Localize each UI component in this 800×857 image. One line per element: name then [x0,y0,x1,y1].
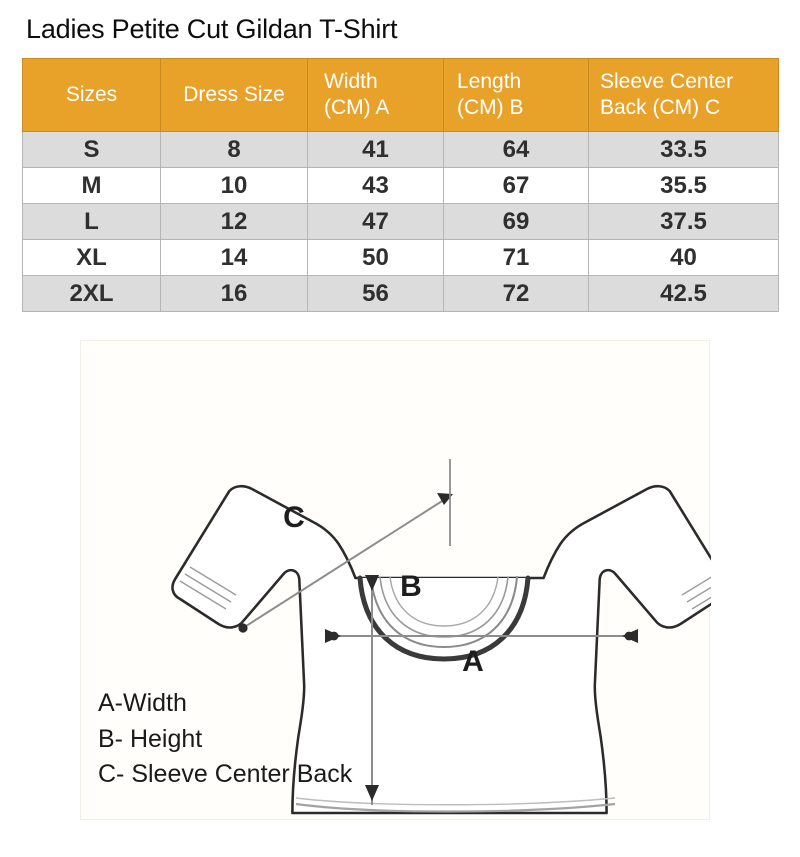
legend-item-a: A-Width [98,689,187,717]
cell-size: XL [22,239,161,276]
column-header-dress-size-label: Dress Size [183,83,285,107]
measure-label-b: B [400,570,422,603]
column-header-width-unit: (CM) A [324,96,390,119]
tshirt-diagram-svg: C B A [171,459,711,815]
cell-dress: 16 [160,275,308,312]
legend-item-c: C- Sleeve Center Back [98,760,353,788]
column-header-width: Width (CM) A [307,58,444,132]
measure-label-a: A [462,645,484,678]
column-header-dress-size: Dress Size [160,58,308,132]
measure-line-a [325,629,638,643]
cell-width: 56 [307,275,444,312]
table-row: 2XL 16 56 72 42.5 [22,275,779,312]
column-header-sizes: Sizes [22,58,161,132]
table-row: XL 14 50 71 40 [22,239,779,276]
cell-sleeve: 37.5 [588,203,779,240]
column-header-length-unit: (CM) B [457,96,524,119]
cell-sleeve: 42.5 [588,275,779,312]
cell-size: M [22,167,161,204]
cell-width: 43 [307,167,444,204]
cell-dress: 12 [160,203,308,240]
cell-sleeve: 40 [588,239,779,276]
table-row: M 10 43 67 35.5 [22,167,779,204]
cell-length: 67 [443,167,589,204]
measurement-diagram-panel: C B A [80,340,711,820]
cell-dress: 8 [160,131,308,168]
measure-label-c: C [283,501,305,534]
column-header-sizes-label: Sizes [65,83,118,107]
cell-size: 2XL [22,275,161,312]
cell-length: 72 [443,275,589,312]
cell-length: 69 [443,203,589,240]
table-body: S 8 41 64 33.5 M 10 43 67 35.5 L 12 47 6… [22,131,779,312]
bottom-hem-icon [295,797,616,813]
cell-length: 71 [443,239,589,276]
table-row: S 8 41 64 33.5 [22,131,779,168]
measure-line-b [365,575,379,805]
table-row: L 12 47 69 37.5 [22,203,779,240]
cell-dress: 14 [160,239,308,276]
cell-size: L [22,203,161,240]
cell-sleeve: 35.5 [588,167,779,204]
cell-width: 50 [307,239,444,276]
cell-sleeve: 33.5 [588,131,779,168]
table-header-row: Sizes Dress Size Width (CM) A Length (CM… [22,58,779,132]
cell-length: 64 [443,131,589,168]
sleeve-hem-bands-icon [179,566,711,610]
column-header-sleeve-label: Sleeve Center [600,70,734,94]
column-header-length: Length (CM) B [443,58,589,132]
legend-item-b: B- Height [98,724,203,753]
column-header-sleeve-unit: Back (CM) C [600,96,721,119]
cell-width: 47 [307,203,444,240]
measurement-legend: A-Width B- Height C- Sleeve Center Back [98,686,498,793]
cell-width: 41 [307,131,444,168]
column-header-width-label: Width [324,70,378,94]
cell-size: S [22,131,161,168]
measure-line-c [238,459,453,633]
size-chart-table: Sizes Dress Size Width (CM) A Length (CM… [22,58,779,312]
column-header-length-label: Length [457,70,522,94]
cell-dress: 10 [160,167,308,204]
page-title: Ladies Petite Cut Gildan T-Shirt [26,14,398,44]
column-header-sleeve: Sleeve Center Back (CM) C [588,58,779,132]
